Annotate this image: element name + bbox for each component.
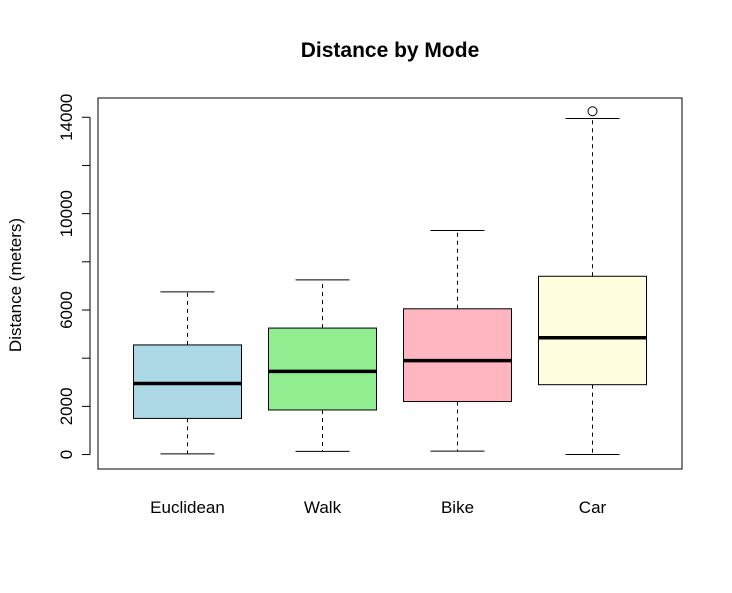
x-tick-label: Bike (441, 498, 474, 517)
box-iqr (268, 327, 377, 411)
box-iqr (403, 308, 512, 403)
y-tick-label: 2000 (57, 387, 76, 425)
chart-title: Distance by Mode (301, 39, 480, 62)
plot-frame (97, 97, 683, 470)
y-axis-label: Distance (meters) (6, 218, 25, 352)
x-tick-label: Walk (304, 498, 342, 517)
box-iqr (133, 344, 242, 419)
box-iqr (538, 275, 647, 386)
box-car (538, 106, 647, 456)
box-bike (403, 230, 512, 452)
x-tick-label: Car (579, 498, 607, 517)
y-tick-label: 14000 (57, 94, 76, 141)
y-tick-label: 10000 (57, 190, 76, 237)
outlier-point (587, 106, 598, 117)
y-tick-label: 6000 (57, 291, 76, 329)
x-axis: Euclidean Walk Bike Car (150, 498, 606, 517)
y-axis: 0 2000 6000 10000 14000 (57, 94, 91, 459)
x-tick-label: Euclidean (150, 498, 225, 517)
boxes (133, 106, 647, 456)
box-walk (268, 279, 377, 452)
box-euclidean (133, 291, 242, 455)
y-tick-label: 0 (57, 450, 76, 459)
